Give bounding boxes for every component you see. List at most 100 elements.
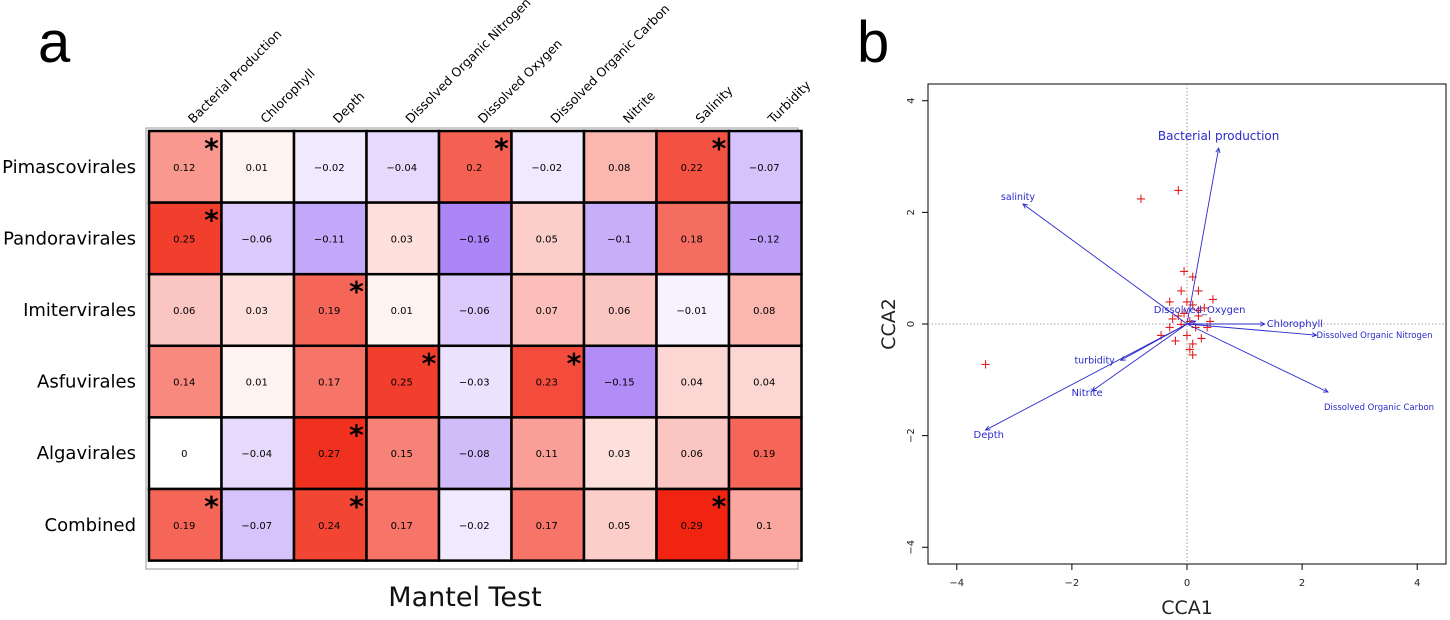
vector-arrowhead [1091, 386, 1098, 392]
heatmap-cells: 0.12 * 0.01 −0.02 −0.04 0.2 * −0.02 0.08 0.22 * −0.… [147, 129, 803, 562]
cell-value: 0.06 [173, 306, 195, 317]
y-tick-label: −2 [906, 428, 917, 443]
cell-value: −0.15 [604, 378, 635, 389]
x-tick-label: −4 [949, 578, 964, 589]
cell-value: 0.23 [536, 378, 558, 389]
significance-star: * [349, 418, 364, 451]
cell-value: 0.17 [391, 521, 413, 532]
cell-value: 0.01 [246, 378, 268, 389]
site-point: + [1176, 284, 1187, 299]
heatmap-cell [655, 487, 731, 562]
significance-star: * [567, 347, 582, 380]
panel-b-letter: b [857, 10, 889, 75]
cell-value: 0.03 [391, 234, 413, 245]
y-tick-label: 0 [906, 321, 917, 327]
vector-label: Nitrite [1071, 388, 1102, 399]
cell-value: 0.18 [681, 234, 703, 245]
significance-star: * [494, 132, 509, 165]
cell-value: 0.19 [173, 521, 195, 532]
vector-line [1091, 323, 1188, 392]
site-point: + [1164, 320, 1175, 335]
site-point: + [1207, 292, 1218, 307]
site-point: + [1199, 301, 1210, 316]
heatmap-cell [437, 487, 513, 562]
column-label: Chlorophyll [257, 66, 317, 126]
cell-value: 0.2 [466, 163, 482, 174]
heatmap-cell [655, 344, 731, 419]
cell-value: 0.04 [681, 378, 703, 389]
site-point: + [1164, 295, 1175, 310]
row-label: Imitervirales [23, 300, 136, 321]
cell-value: 0.12 [173, 163, 195, 174]
cell-value: 0.07 [536, 306, 558, 317]
cell-value: −0.04 [386, 163, 417, 174]
cell-value: 0.29 [681, 521, 703, 532]
cell-value: −0.07 [241, 521, 272, 532]
vector-line [1186, 148, 1220, 325]
cell-value: −0.02 [531, 163, 562, 174]
heatmap-cell [220, 272, 296, 348]
cell-value: −0.1 [607, 234, 631, 245]
vector-label: salinity [1001, 192, 1035, 203]
x-tick-label: 2 [1299, 578, 1305, 589]
cell-value: 0.05 [608, 521, 630, 532]
heatmap-cell [582, 129, 658, 204]
heatmap-cell [147, 272, 223, 348]
cell-value: −0.07 [749, 163, 780, 174]
cca-sites: ++++++++++++++++++++++++++++++ [980, 184, 1218, 373]
cell-value: −0.03 [459, 378, 490, 389]
cell-value: 0.05 [536, 234, 558, 245]
heatmap-xlabel: Mantel Test [388, 582, 541, 613]
column-label: Nitrite [620, 88, 658, 126]
heatmap-cell [582, 487, 658, 562]
heatmap-cell [727, 344, 803, 419]
significance-star: * [712, 132, 727, 165]
cell-value: 0.08 [753, 306, 775, 317]
site-point: + [1193, 304, 1204, 319]
vector-line [1186, 320, 1196, 325]
site-point: + [980, 358, 991, 373]
column-label: Salinity [692, 82, 736, 126]
vector-arrowhead [1190, 320, 1197, 325]
site-point: + [1184, 315, 1195, 330]
site-point: + [1173, 309, 1184, 324]
significance-star: * [349, 275, 364, 308]
cell-value: 0.14 [173, 378, 195, 389]
cell-value: 0.03 [246, 306, 268, 317]
cell-value: −0.04 [241, 449, 272, 460]
heatmap-cell [727, 129, 803, 204]
vector-label: Dissolved Organic Nitrogen [1317, 331, 1433, 341]
cell-value: 0.01 [391, 306, 413, 317]
site-point: + [1187, 337, 1198, 352]
site-point: + [1170, 334, 1181, 349]
y-tick-label: −4 [906, 540, 917, 555]
cell-value: 0.27 [318, 449, 340, 460]
heatmap-cell [292, 344, 368, 419]
site-point: + [1205, 315, 1216, 330]
cell-value: −0.11 [314, 234, 345, 245]
mantel-heatmap: 0.12 * 0.01 −0.02 −0.04 0.2 * −0.02 0.08 0.22 * −0.… [2, 0, 814, 570]
cell-value: 0.22 [681, 163, 703, 174]
y-tick-label: 2 [906, 209, 917, 215]
cell-value: 0.25 [391, 378, 413, 389]
vector-line [1186, 323, 1329, 393]
vector-label: turbidity [1074, 355, 1115, 366]
heatmap-cell [147, 487, 223, 562]
heatmap-cell [147, 344, 223, 419]
cell-value: −0.02 [314, 163, 345, 174]
column-label: Depth [330, 89, 368, 127]
site-point: + [1179, 306, 1190, 321]
heatmap-cell [220, 201, 296, 276]
heatmap-cell [727, 487, 803, 562]
vector-arrowhead [1260, 321, 1266, 327]
cell-value: 0.03 [608, 449, 630, 460]
vector-arrowhead [1323, 387, 1329, 393]
cca-xlabel: CCA1 [1161, 597, 1213, 619]
cell-value: 0.17 [318, 378, 340, 389]
heatmap-row-labels: Pimascovirales Pandoravirales Imitervirale… [2, 157, 136, 536]
site-point: + [1187, 270, 1198, 285]
heatmap-cell [365, 201, 441, 276]
significance-star: * [349, 490, 364, 523]
cca-vectors: Bacterial production salinity Dissolved_Ox… [974, 129, 1435, 441]
